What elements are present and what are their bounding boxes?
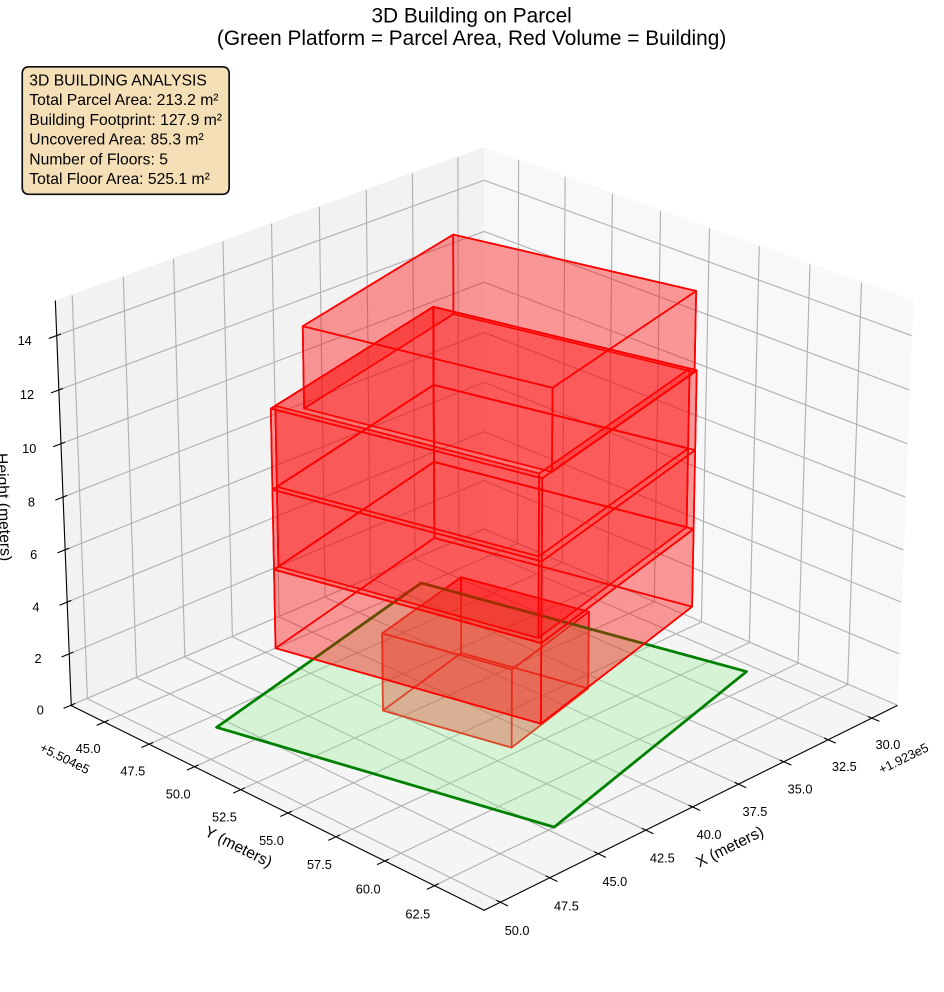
svg-text:47.5: 47.5	[120, 764, 145, 779]
svg-text:50.0: 50.0	[505, 923, 530, 938]
svg-text:40.0: 40.0	[697, 827, 722, 842]
svg-text:52.5: 52.5	[212, 810, 237, 825]
svg-text:62.5: 62.5	[405, 907, 430, 922]
svg-text:14: 14	[18, 333, 32, 348]
svg-text:32.5: 32.5	[832, 759, 857, 774]
svg-text:2: 2	[35, 651, 42, 666]
svg-text:55.0: 55.0	[259, 833, 284, 848]
svg-text:45.0: 45.0	[76, 741, 101, 756]
svg-text:12: 12	[20, 387, 34, 402]
svg-text:30.0: 30.0	[876, 737, 901, 752]
svg-text:50.0: 50.0	[166, 786, 191, 801]
svg-text:3D Building on Parcel: 3D Building on Parcel	[371, 4, 571, 27]
svg-text:4: 4	[32, 599, 39, 614]
svg-text:0: 0	[37, 702, 44, 717]
svg-text:47.5: 47.5	[554, 899, 579, 914]
svg-text:Uncovered Area: 85.3 m²: Uncovered Area: 85.3 m²	[29, 132, 203, 149]
svg-text:60.0: 60.0	[356, 882, 381, 897]
svg-text:42.5: 42.5	[650, 850, 675, 865]
svg-text:45.0: 45.0	[602, 874, 627, 889]
svg-text:57.5: 57.5	[307, 857, 332, 872]
svg-text:10: 10	[22, 441, 36, 456]
svg-text:Building Footprint: 127.9 m²: Building Footprint: 127.9 m²	[29, 112, 222, 129]
svg-text:3D BUILDING ANALYSIS: 3D BUILDING ANALYSIS	[29, 72, 207, 89]
svg-text:8: 8	[28, 494, 35, 509]
svg-text:6: 6	[30, 547, 37, 562]
svg-text:Number of Floors: 5: Number of Floors: 5	[29, 151, 168, 168]
svg-text:35.0: 35.0	[788, 781, 813, 796]
svg-text:(Green Platform = Parcel Area,: (Green Platform = Parcel Area, Red Volum…	[217, 27, 726, 50]
svg-text:Total Floor Area: 525.1 m²: Total Floor Area: 525.1 m²	[29, 171, 209, 188]
svg-text:Height (meters): Height (meters)	[0, 453, 14, 562]
svg-text:37.5: 37.5	[742, 804, 767, 819]
svg-text:Total Parcel Area: 213.2 m²: Total Parcel Area: 213.2 m²	[29, 92, 218, 109]
